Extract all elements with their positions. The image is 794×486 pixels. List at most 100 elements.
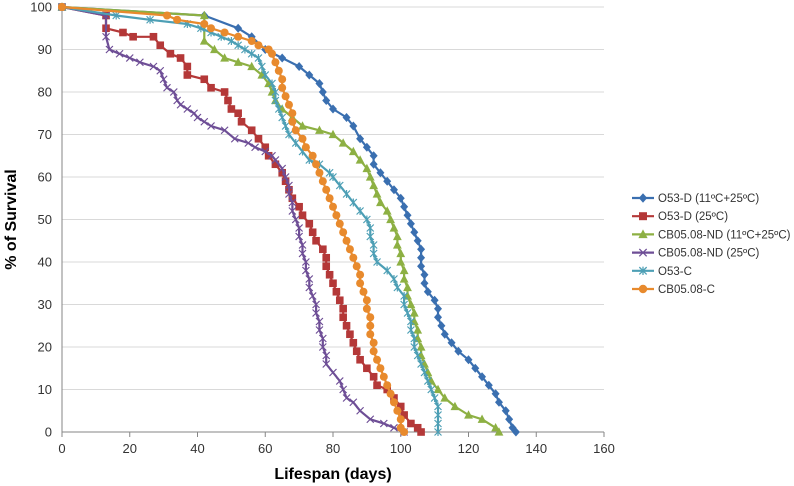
data-point (373, 258, 381, 266)
data-point (400, 292, 409, 300)
data-point (284, 100, 293, 109)
y-tick-label: 60 (38, 170, 52, 185)
y-tick-label: 30 (38, 297, 52, 312)
data-point (200, 20, 209, 28)
data-point (417, 244, 426, 254)
data-point (58, 3, 66, 11)
data-point (298, 134, 307, 143)
data-point (298, 249, 307, 258)
data-point (257, 62, 266, 71)
data-point (501, 406, 510, 416)
legend-label: O53-D (25ºC) (658, 211, 728, 223)
data-point (173, 15, 182, 24)
data-point (392, 240, 402, 249)
x-tick-labels: 0 20 40 60 80 100 120 140 160 (58, 441, 614, 456)
data-point (434, 428, 442, 436)
data-point (308, 228, 317, 237)
data-point (230, 134, 239, 143)
data-point (373, 355, 382, 364)
data-point (199, 10, 209, 20)
data-point (183, 105, 192, 113)
data-point (241, 45, 249, 54)
data-point (638, 266, 648, 275)
data-point (301, 266, 310, 275)
data-point (339, 385, 348, 394)
data-point (295, 62, 304, 71)
data-point (291, 215, 300, 224)
data-point (295, 224, 304, 232)
data-point (366, 232, 375, 241)
data-point (352, 347, 361, 356)
data-point (149, 32, 158, 41)
data-point (278, 53, 287, 63)
data-point (417, 261, 426, 271)
data-point (301, 143, 310, 152)
data-point (447, 338, 456, 348)
data-point (305, 70, 314, 80)
data-point (339, 304, 347, 313)
data-point (379, 419, 388, 428)
data-point (376, 168, 385, 178)
data-point (325, 168, 334, 177)
data-point (437, 321, 446, 331)
legend-item: CB05.08-ND (11ºC+25ºC) (632, 229, 791, 241)
y-tick-label: 40 (38, 255, 52, 270)
data-point (392, 231, 402, 241)
data-point (135, 58, 144, 67)
data-point (420, 368, 429, 377)
data-point (329, 279, 337, 288)
data-point (342, 394, 351, 402)
data-point (373, 381, 381, 390)
data-point (335, 296, 344, 305)
data-point (335, 181, 344, 190)
data-point (312, 300, 320, 309)
legend-label: CB05.08-ND (25ºC) (658, 248, 760, 260)
data-point (349, 121, 358, 131)
data-point (125, 54, 134, 62)
data-point (115, 49, 124, 58)
legend-label: O53-C (658, 266, 692, 278)
data-point (464, 410, 473, 419)
series-line (61, 5, 500, 433)
data-point (312, 160, 321, 169)
data-point (332, 287, 341, 296)
data-point (366, 224, 375, 232)
data-point (274, 105, 283, 113)
data-point (163, 83, 171, 92)
data-point (365, 172, 375, 181)
data-point (471, 363, 480, 373)
data-point (389, 398, 398, 407)
data-point (369, 180, 379, 190)
data-point (342, 321, 351, 330)
y-tick-label: 90 (38, 42, 52, 57)
data-point (339, 228, 348, 237)
data-point (119, 28, 127, 37)
data-point (285, 181, 293, 190)
data-point (434, 312, 443, 322)
y-tick-label: 70 (38, 127, 52, 142)
data-point (348, 146, 358, 156)
data-point (200, 75, 209, 84)
data-point (400, 202, 409, 212)
data-point (464, 355, 473, 365)
x-tick-label: 40 (190, 441, 204, 456)
x-axis-title: Lifespan (days) (274, 466, 391, 483)
data-point (638, 248, 648, 257)
data-point (274, 66, 283, 75)
data-point (271, 156, 280, 164)
data-point (305, 275, 314, 283)
data-point (362, 215, 371, 224)
data-point (369, 151, 378, 161)
data-point (396, 415, 405, 424)
x-tick-label: 160 (593, 441, 615, 456)
data-point (338, 138, 348, 147)
data-point (129, 32, 137, 41)
legend-item: O53-D (25ºC) (632, 211, 728, 223)
data-point (478, 372, 487, 382)
data-point (308, 292, 317, 300)
data-point (403, 309, 412, 317)
data-point (390, 394, 398, 402)
data-point (220, 53, 229, 62)
data-point (383, 385, 391, 394)
data-point (410, 334, 419, 343)
